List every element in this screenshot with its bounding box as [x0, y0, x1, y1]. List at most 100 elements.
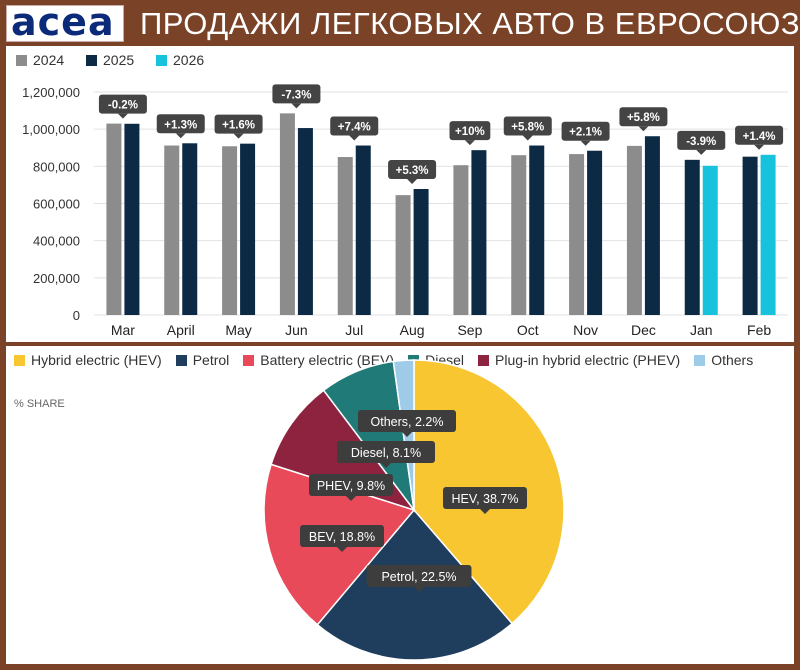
pie-label-pointer — [381, 463, 391, 468]
pie-legend-label: Others — [711, 352, 754, 368]
y-tick-label: 1,000,000 — [22, 122, 80, 137]
acea-logo: acea — [6, 0, 124, 44]
pie-legend-swatch — [694, 355, 706, 366]
bar-2024-Nov — [569, 154, 585, 315]
pie-subtitle: % SHARE — [14, 398, 65, 410]
badge-pointer — [580, 140, 591, 146]
bar-2025-April — [182, 143, 198, 315]
pie-label-box — [300, 525, 384, 547]
y-tick-label: 400,000 — [33, 234, 80, 249]
pie-slice-HEV — [413, 359, 565, 625]
bar-2024-April — [164, 145, 180, 315]
pie-label-box — [337, 441, 435, 463]
pie-label-pointer — [346, 496, 356, 501]
legend-swatch-2025 — [86, 55, 97, 66]
bar-2025-Mar — [124, 123, 140, 315]
change-badge — [156, 114, 205, 134]
x-tick-label: Feb — [747, 322, 771, 338]
pie-legend-swatch — [175, 355, 187, 366]
change-label: -3.9% — [686, 136, 716, 148]
bar-2025-Aug — [413, 189, 429, 315]
badge-pointer — [291, 103, 302, 109]
change-label: -0.2% — [108, 100, 138, 112]
badge-pointer — [464, 140, 475, 146]
pie-slice-Petrol — [316, 508, 514, 661]
bar-2024-Jul — [337, 157, 353, 315]
page-title: ПРОДАЖИ ЛЕГКОВЫХ АВТО В ЕВРОСОЮЗЕ — [140, 6, 800, 41]
bar-chart: 2024 2025 2026 0 200,000 400,000 600,000 800,00… — [16, 52, 788, 338]
y-tick-label: 600,000 — [33, 197, 80, 212]
change-label: +1.3% — [164, 119, 197, 131]
bar-2025-Nov — [587, 150, 603, 315]
change-label: +2.1% — [569, 127, 602, 139]
change-badge — [619, 107, 668, 127]
y-tick-label: 1,200,000 — [22, 85, 80, 100]
x-tick-label: Sep — [457, 322, 482, 338]
change-badge — [735, 125, 784, 145]
pie-legend-label: Hybrid electric (HEV) — [31, 352, 162, 368]
bar-2025-Oct — [529, 145, 545, 315]
y-tick-label: 0 — [73, 308, 80, 323]
pie-label-box — [366, 565, 472, 587]
bar-2025-Sep — [471, 150, 487, 315]
badge-pointer — [117, 113, 128, 119]
pie-label-box — [358, 410, 456, 432]
logo-text: acea — [11, 0, 115, 44]
pie-label-box — [443, 487, 527, 509]
bar-2025-Dec — [644, 136, 660, 315]
legend-swatch-2026 — [156, 55, 167, 66]
x-tick-label: Jul — [345, 322, 363, 338]
change-badge — [677, 130, 726, 150]
y-tick-label: 200,000 — [33, 271, 80, 286]
pie-label-pointer — [402, 432, 412, 437]
pie-legend-label: Battery electric (BEV) — [260, 352, 395, 368]
x-tick-label: Mar — [111, 322, 135, 338]
bar-2024-Jun — [279, 113, 295, 315]
x-tick-label: Jan — [690, 322, 713, 338]
pie-chart-panel: Hybrid electric (HEV) Petrol Battery elect… — [6, 346, 794, 664]
bar-2024-Mar — [106, 123, 122, 315]
bar-2025-Jun — [297, 128, 313, 315]
bar-2024-Oct — [511, 155, 527, 315]
pie-slice-Diesel — [322, 360, 416, 513]
header: acea ПРОДАЖИ ЛЕГКОВЫХ АВТО В ЕВРОСОЮЗЕ — [0, 0, 800, 46]
pie-label-pointer — [480, 509, 490, 514]
pie-slice-PHEV — [270, 389, 417, 512]
panel-divider — [0, 342, 800, 346]
pie-label-Petrol: Petrol, 22.5% — [381, 570, 456, 584]
pie-legend-item: Petrol — [175, 350, 230, 370]
badge-pointer — [638, 126, 649, 132]
change-badge — [330, 116, 379, 136]
change-badge — [503, 116, 552, 136]
x-tick-label: Oct — [517, 322, 539, 338]
pie-slice-BEV — [263, 463, 416, 626]
pie-legend: Hybrid electric (HEV) Petrol Battery elect… — [14, 350, 767, 370]
x-tick-label: Dec — [631, 322, 656, 338]
bar-2024-Dec — [626, 145, 642, 315]
pie-label-pointer — [337, 547, 347, 552]
legend-label-2026: 2026 — [173, 52, 204, 68]
bar-chart-panel: 2024 2025 2026 0 200,000 400,000 600,000 800,00… — [6, 46, 794, 342]
pie-label-PHEV: PHEV, 9.8% — [317, 479, 385, 493]
change-label: +7.4% — [338, 122, 371, 134]
pie-legend-swatch — [478, 355, 490, 366]
bar-2024-May — [222, 146, 238, 315]
change-badge — [449, 121, 491, 141]
y-tick-label: 800,000 — [33, 159, 80, 174]
badge-pointer — [407, 179, 418, 185]
change-label: -7.3% — [281, 89, 311, 101]
pie-label-box — [309, 474, 393, 496]
badge-pointer — [349, 135, 360, 141]
badge-pointer — [754, 144, 765, 150]
bar-2025-Feb — [742, 156, 758, 315]
change-badge — [388, 160, 437, 180]
pie-legend-item: Diesel — [408, 350, 464, 370]
pie-legend-label: Petrol — [192, 352, 230, 368]
change-badge — [272, 84, 321, 104]
badge-pointer — [175, 133, 186, 139]
x-tick-label: Aug — [400, 322, 425, 338]
legend-swatch-2024 — [16, 55, 27, 66]
bar-2026-Jan — [702, 165, 718, 315]
pie-legend-swatch — [408, 355, 420, 366]
badge-pointer — [696, 149, 707, 155]
